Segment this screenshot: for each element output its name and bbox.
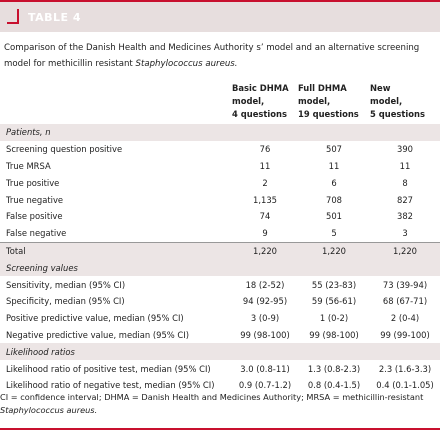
- column-header-line: New: [370, 83, 391, 93]
- value-cell: 708: [326, 194, 342, 205]
- value-cell: 68 (67-71): [382, 296, 428, 307]
- table-row: True negative 1,135 708 827: [0, 191, 440, 208]
- value-cell: 11: [259, 160, 271, 171]
- value-cell: 0.8 (0.4-1.5): [307, 380, 361, 391]
- caption-text: Comparison of the Danish Health and Medi…: [4, 43, 420, 69]
- header-bar: TABLE 4: [0, 0, 440, 32]
- value-cell: 76: [259, 144, 271, 155]
- table-row: Total 1,220 1,220 1,220: [0, 241, 440, 260]
- value-cell: 1,220: [298, 241, 370, 260]
- table-row: False positive 74 501 382: [0, 208, 440, 225]
- row-label: True negative: [6, 194, 64, 205]
- table-row: Positive predictive value, median (95% C…: [0, 310, 440, 327]
- footnote-italic: Staphylococcus aureus.: [0, 405, 98, 415]
- table-row: Likelihood ratio of positive test, media…: [0, 360, 440, 377]
- row-label: Negative predictive value, median (95% C…: [6, 329, 189, 340]
- table-title: TABLE 4: [28, 11, 82, 24]
- footnote-text: CI = confidence interval; DHMA = Danish …: [0, 392, 424, 402]
- caption-italic: Staphylococcus aureus.: [135, 59, 238, 69]
- value-cell: 0.4 (0.1-1.05): [376, 380, 434, 391]
- column-header-line: Full DHMA: [298, 83, 347, 93]
- row-label: Total: [0, 241, 232, 260]
- value-cell: 73 (39-94): [382, 279, 428, 290]
- value-cell: 1,220: [370, 241, 440, 260]
- value-cell: 99 (98-100): [309, 329, 359, 340]
- table-row: Screening question positive 76 507 390: [0, 141, 440, 158]
- value-cell: 74: [259, 211, 271, 222]
- value-cell: 1 (0-2): [319, 313, 349, 324]
- column-header-line: model,: [232, 96, 265, 106]
- table-row: Specificity, median (95% CI) 94 (92-95) 59…: [0, 293, 440, 310]
- column-header-line: 19 questions: [298, 109, 359, 119]
- row-label: False negative: [6, 228, 67, 239]
- value-cell: 5: [331, 228, 337, 239]
- value-cell: 2: [262, 177, 268, 188]
- value-cell: 507: [326, 144, 342, 155]
- value-cell: 1.3 (0.8-2.3): [307, 363, 361, 374]
- value-cell: 59 (56-61): [311, 296, 357, 307]
- row-label: False positive: [6, 211, 63, 222]
- value-cell: 501: [326, 211, 342, 222]
- value-cell: 0.9 (0.7-1.2): [238, 380, 292, 391]
- column-header-line: 4 questions: [232, 109, 287, 119]
- value-cell: 8: [402, 177, 408, 188]
- row-label: Positive predictive value, median (95% C…: [6, 313, 184, 324]
- caption: Comparison of the Danish Health and Medi…: [4, 40, 436, 72]
- footnote: CI = confidence interval; DHMA = Danish …: [0, 391, 440, 417]
- table-row: Sensitivity, median (95% CI) 18 (2-52) 55 …: [0, 276, 440, 293]
- table-row: False negative 9 5 3: [0, 225, 440, 242]
- value-cell: 3.0 (0.8-11): [240, 363, 290, 374]
- column-header-line: model,: [298, 96, 331, 106]
- row-label: True positive: [6, 177, 60, 188]
- value-cell: 1,220: [232, 241, 298, 260]
- data-table: Basic DHMA model, 4 questions Full DHMA mode…: [0, 82, 440, 394]
- section-title: Patients, n: [0, 124, 440, 141]
- value-cell: 11: [328, 160, 340, 171]
- value-cell: 827: [397, 194, 413, 205]
- header-row: Basic DHMA model, 4 questions Full DHMA mode…: [0, 82, 440, 124]
- value-cell: 3: [402, 228, 408, 239]
- value-cell: 2 (0-4): [390, 313, 420, 324]
- column-header: New model, 5 questions: [370, 82, 440, 124]
- column-header-line: Basic DHMA: [232, 83, 289, 93]
- section-row: Patients, n: [0, 124, 440, 141]
- value-cell: 1,135: [253, 194, 277, 205]
- value-cell: 382: [397, 211, 413, 222]
- value-cell: 9: [262, 228, 268, 239]
- row-label: Sensitivity, median (95% CI): [6, 279, 126, 290]
- header-cell: [0, 82, 232, 124]
- column-header-line: 5 questions: [370, 109, 425, 119]
- value-cell: 390: [397, 144, 413, 155]
- value-cell: 99 (98-100): [240, 329, 290, 340]
- table-row: True MRSA 11 11 11: [0, 158, 440, 175]
- value-cell: 11: [399, 160, 411, 171]
- column-header-line: model,: [370, 96, 403, 106]
- row-label: Likelihood ratio of negative test, media…: [6, 380, 215, 391]
- table-row: Negative predictive value, median (95% C…: [0, 327, 440, 344]
- value-cell: 2.3 (1.6-3.3): [378, 363, 432, 374]
- header-icon: [7, 9, 19, 24]
- section-title: Screening values: [0, 259, 440, 277]
- rule: [0, 428, 440, 430]
- table-row: Likelihood ratio of negative test, media…: [0, 377, 440, 394]
- value-cell: 6: [331, 177, 337, 188]
- column-header: Basic DHMA model, 4 questions: [232, 82, 298, 124]
- column-header: Full DHMA model, 19 questions: [298, 82, 370, 124]
- section-title: Likelihood ratios: [0, 343, 440, 361]
- row-label: Likelihood ratio of positive test, media…: [6, 363, 211, 374]
- section-row: Likelihood ratios: [0, 343, 440, 361]
- value-cell: 94 (92-95): [242, 296, 288, 307]
- value-cell: 3 (0-9): [250, 313, 280, 324]
- table-row: True positive 2 6 8: [0, 174, 440, 191]
- row-label: True MRSA: [6, 160, 51, 171]
- row-label: Screening question positive: [6, 144, 123, 155]
- section-row: Screening values: [0, 259, 440, 277]
- value-cell: 18 (2-52): [245, 279, 285, 290]
- value-cell: 55 (23-83): [311, 279, 357, 290]
- value-cell: 99 (99-100): [380, 329, 430, 340]
- row-label: Specificity, median (95% CI): [6, 296, 125, 307]
